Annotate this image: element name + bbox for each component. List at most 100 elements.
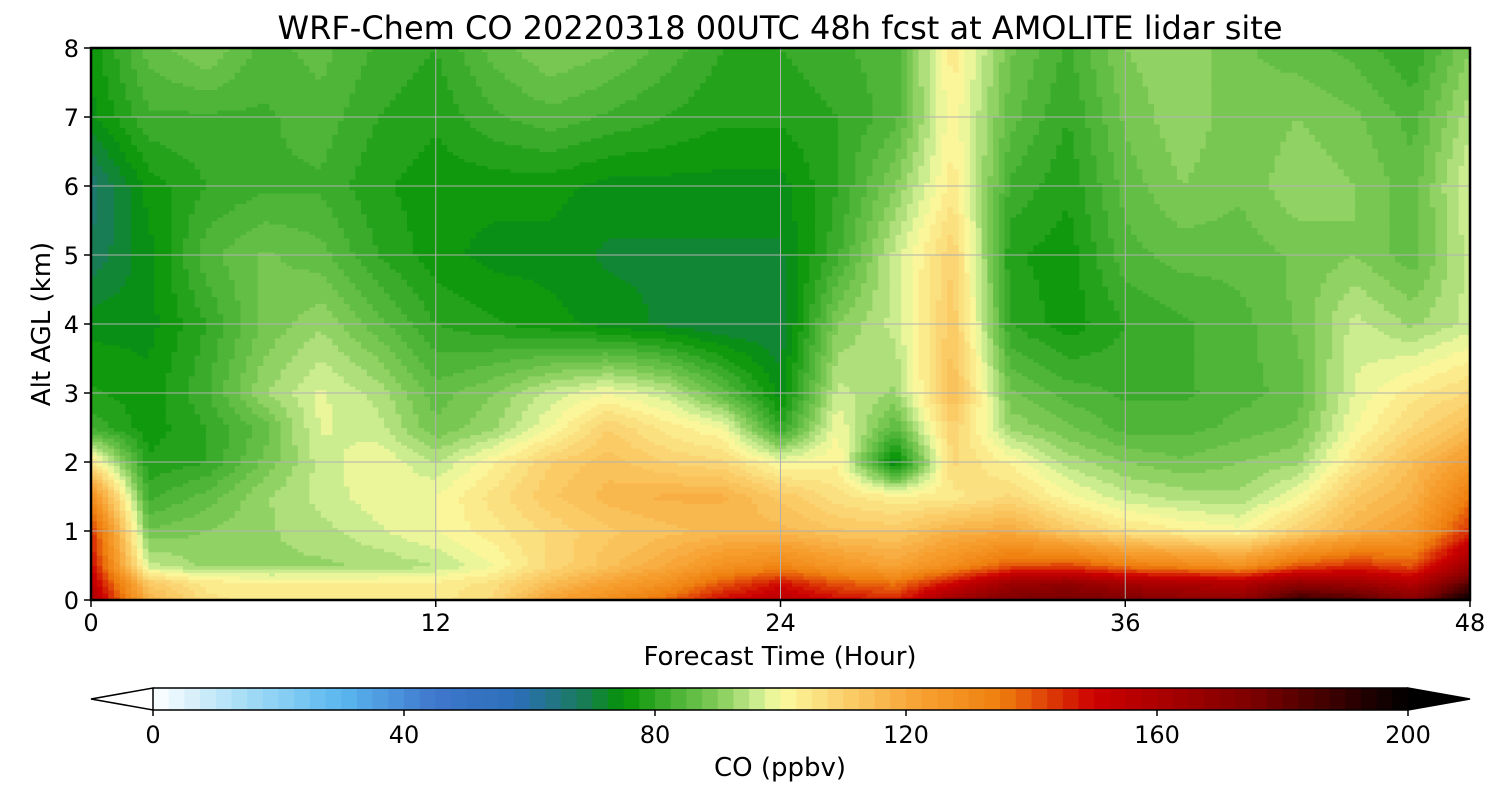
contour-cell xyxy=(1389,596,1402,600)
contour-cell xyxy=(1027,475,1046,480)
contour-cell xyxy=(970,355,977,360)
contour-cell xyxy=(1205,448,1281,453)
contour-cell xyxy=(125,489,132,494)
contour-cell xyxy=(820,413,828,418)
contour-cell xyxy=(1062,486,1092,491)
contour-cell xyxy=(1194,358,1258,363)
contour-cell xyxy=(1268,486,1293,491)
contour-cell xyxy=(91,368,173,373)
contour-cell xyxy=(544,506,580,511)
contour-cell xyxy=(1464,389,1470,394)
contour-cell xyxy=(654,441,695,446)
contour-cell xyxy=(1297,348,1316,353)
contour-cell xyxy=(1418,479,1425,484)
contour-cell xyxy=(1280,520,1299,525)
contour-cell xyxy=(1102,348,1195,353)
contour-cell xyxy=(993,351,1000,356)
contour-cell xyxy=(136,524,144,529)
contour-cell xyxy=(912,358,919,363)
contour-cell xyxy=(1395,482,1414,487)
contour-cell xyxy=(1182,534,1259,539)
contour-cell xyxy=(860,596,902,600)
contour-cell xyxy=(1245,589,1258,594)
contour-cell xyxy=(1010,424,1040,429)
contour-cell xyxy=(1240,596,1247,600)
contour-cell xyxy=(1286,534,1304,539)
contour-cell xyxy=(797,403,805,408)
contour-cell xyxy=(906,451,914,456)
contour-cell xyxy=(734,575,753,580)
contour-cell xyxy=(142,548,150,553)
contour-cell xyxy=(1297,441,1310,446)
contour-cell xyxy=(878,537,902,542)
contour-cell xyxy=(1464,586,1470,591)
contour-cell xyxy=(659,406,684,411)
contour-cell xyxy=(872,403,891,408)
contour-cell xyxy=(412,399,431,404)
contour-cell xyxy=(728,417,736,422)
contour-cell xyxy=(1194,361,1264,366)
contour-cell xyxy=(1280,479,1304,484)
contour-cell xyxy=(1274,482,1299,487)
contour-cell xyxy=(102,475,109,480)
contour-cell xyxy=(918,531,942,536)
contour-cell xyxy=(228,437,247,442)
contour-cell xyxy=(113,458,121,463)
contour-cell xyxy=(791,382,799,387)
contour-cell xyxy=(447,468,471,473)
contour-cell xyxy=(740,420,747,425)
contour-cell xyxy=(142,458,207,463)
contour-cell xyxy=(682,572,701,577)
contour-cell xyxy=(1303,399,1316,404)
contour-cell xyxy=(832,344,851,349)
contour-cell xyxy=(797,379,805,384)
contour-cell xyxy=(91,579,98,584)
contour-cell xyxy=(1326,368,1345,373)
contour-cell xyxy=(883,444,891,449)
contour-cell xyxy=(1343,372,1356,377)
contour-cell xyxy=(952,365,960,370)
contour-cell xyxy=(998,582,1006,587)
contour-cell xyxy=(912,413,919,418)
contour-cell xyxy=(1406,427,1425,432)
contour-cell xyxy=(1424,413,1448,418)
contour-cell xyxy=(906,355,914,360)
contour-cell xyxy=(1424,510,1437,515)
contour-cell xyxy=(326,393,368,398)
contour-cell xyxy=(1429,406,1460,411)
contour-cell xyxy=(1303,361,1316,366)
contour-cell xyxy=(1343,441,1356,446)
contour-cell xyxy=(1021,458,1040,463)
contour-cell xyxy=(596,579,621,584)
contour-cell xyxy=(1090,506,1121,511)
contour-cell xyxy=(493,513,523,518)
contour-cell xyxy=(952,589,965,594)
contour-cell xyxy=(102,568,109,573)
contour-cell xyxy=(912,596,919,600)
contour-cell xyxy=(590,396,626,401)
contour-cell xyxy=(1291,568,1333,573)
contour-cell xyxy=(1176,555,1218,560)
contour-cell xyxy=(269,437,282,442)
contour-cell xyxy=(148,503,173,508)
contour-cell xyxy=(320,420,333,425)
contour-cell xyxy=(952,593,965,598)
contour-cell xyxy=(131,527,138,532)
contour-cell xyxy=(780,499,810,504)
contour-cell xyxy=(952,458,960,463)
contour-cell xyxy=(1337,468,1350,473)
contour-cell xyxy=(694,379,713,384)
contour-cell xyxy=(1320,589,1356,594)
contour-cell xyxy=(556,458,592,463)
contour-cell xyxy=(769,430,776,435)
contour-cell xyxy=(200,475,224,480)
contour-cell xyxy=(286,413,305,418)
contour-cell xyxy=(1320,517,1333,522)
contour-cell xyxy=(280,451,299,456)
contour-cell xyxy=(148,531,201,536)
contour-cell xyxy=(1424,489,1431,494)
contour-cell xyxy=(1217,444,1293,449)
contour-cell xyxy=(671,582,684,587)
contour-cell xyxy=(734,489,759,494)
contour-cell xyxy=(1263,365,1304,370)
